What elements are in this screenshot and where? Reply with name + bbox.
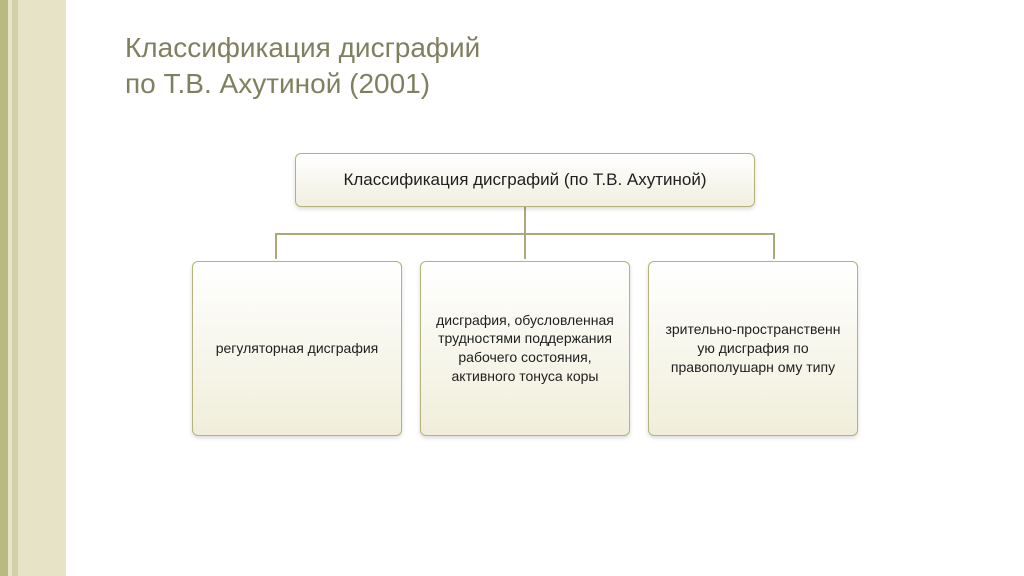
child-node-label: зрительно‑пространственн ую дисграфия по… <box>659 320 847 377</box>
slide-content: Классификация дисграфий по Т.В. Ахутиной… <box>125 30 984 436</box>
child-node-label: дисграфия, обусловленная трудностями под… <box>431 311 619 387</box>
child-node-label: регуляторная дисграфия <box>216 339 379 358</box>
title-line-2: по Т.В. Ахутиной (2001) <box>125 68 430 99</box>
root-node-label: Классификация дисграфий (по Т.В. Ахутино… <box>343 170 706 189</box>
root-node: Классификация дисграфий (по Т.В. Ахутино… <box>295 153 755 207</box>
child-node: регуляторная дисграфия <box>192 261 402 436</box>
hierarchy-diagram: Классификация дисграфий (по Т.В. Ахутино… <box>165 153 885 436</box>
side-decoration <box>0 0 66 576</box>
slide-title: Классификация дисграфий по Т.В. Ахутиной… <box>125 30 984 103</box>
title-line-1: Классификация дисграфий <box>125 32 480 63</box>
connector-drop <box>524 233 526 259</box>
child-node: дисграфия, обусловленная трудностями под… <box>420 261 630 436</box>
connector-vertical <box>524 207 526 233</box>
connector-drop <box>275 233 277 259</box>
child-node: зрительно‑пространственн ую дисграфия по… <box>648 261 858 436</box>
connector-horizontal <box>275 233 775 235</box>
connector-drop <box>773 233 775 259</box>
children-row: регуляторная дисграфия дисграфия, обусло… <box>165 261 885 436</box>
